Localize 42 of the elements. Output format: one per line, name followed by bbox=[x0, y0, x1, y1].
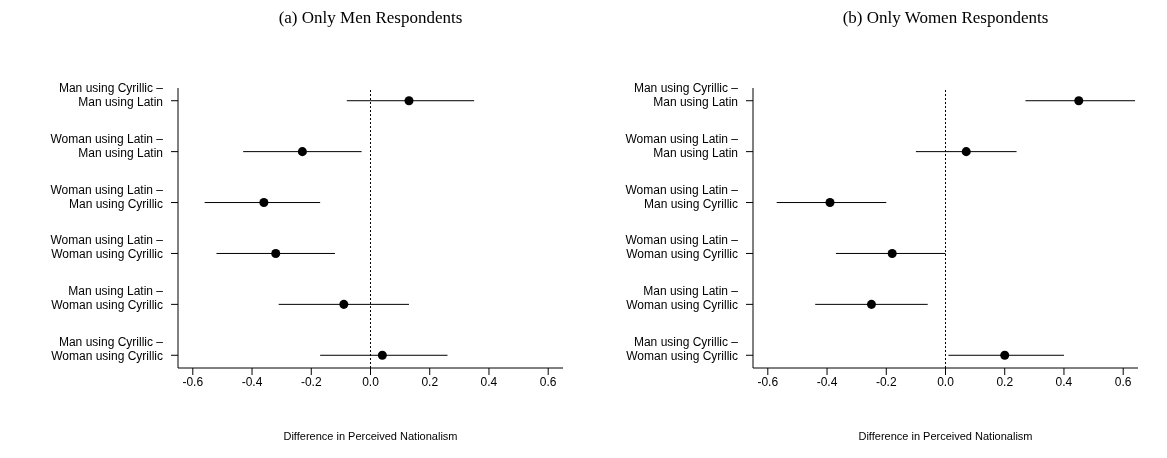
y-tick-label: Man using Cyrillic – Woman using Cyrillic bbox=[51, 335, 164, 364]
point bbox=[1074, 96, 1084, 106]
y-tick-label: Woman using Latin – Woman using Cyrillic bbox=[625, 233, 739, 262]
y-tick-label: Man using Latin – Woman using Cyrillic bbox=[51, 284, 164, 313]
x-tick-label: 0.0 bbox=[362, 374, 380, 389]
point bbox=[271, 248, 281, 258]
x-axis-title: Difference in Perceived Nationalism bbox=[283, 430, 458, 442]
x-tick-label: 0.6 bbox=[1114, 374, 1132, 389]
point bbox=[866, 299, 876, 309]
y-tick-label: Man using Cyrillic – Woman using Cyrillic bbox=[626, 335, 739, 364]
x-axis-title: Difference in Perceived Nationalism bbox=[858, 430, 1033, 442]
y-tick-label: Woman using Latin – Man using Latin bbox=[625, 131, 739, 160]
y-tick-label: Woman using Latin – Man using Cyrillic bbox=[50, 182, 164, 211]
point bbox=[377, 350, 387, 360]
x-tick-label: 0.2 bbox=[421, 374, 439, 389]
x-tick-label: -0.6 bbox=[182, 374, 204, 389]
y-tick-label: Woman using Latin – Man using Latin bbox=[50, 131, 164, 160]
point bbox=[1000, 350, 1010, 360]
y-tick-label: Woman using Latin – Woman using Cyrillic bbox=[50, 233, 164, 262]
x-tick-label: -0.6 bbox=[757, 374, 779, 389]
x-tick-label: -0.2 bbox=[875, 374, 897, 389]
y-tick-label: Woman using Latin – Man using Cyrillic bbox=[625, 182, 739, 211]
point bbox=[297, 147, 307, 157]
point bbox=[961, 147, 971, 157]
y-tick-label: Man using Cyrillic – Man using Latin bbox=[633, 80, 739, 109]
y-tick-label: Man using Latin – Woman using Cyrillic bbox=[626, 284, 739, 313]
point bbox=[404, 96, 414, 106]
point bbox=[339, 299, 349, 309]
point bbox=[825, 198, 835, 208]
x-tick-label: 0.0 bbox=[937, 374, 955, 389]
chart-title: (a) Only Men Respondents bbox=[277, 8, 464, 28]
x-tick-label: -0.2 bbox=[300, 374, 322, 389]
y-tick-label: Man using Cyrillic – Man using Latin bbox=[58, 80, 164, 109]
point bbox=[259, 198, 269, 208]
x-tick-label: 0.4 bbox=[1055, 374, 1073, 389]
x-tick-label: -0.4 bbox=[816, 374, 838, 389]
x-tick-label: 0.4 bbox=[480, 374, 498, 389]
x-tick-label: -0.4 bbox=[241, 374, 263, 389]
chart-title: (b) Only Women Respondents bbox=[841, 8, 1050, 28]
x-tick-label: 0.2 bbox=[996, 374, 1014, 389]
x-tick-label: 0.6 bbox=[539, 374, 557, 389]
point bbox=[887, 248, 897, 258]
